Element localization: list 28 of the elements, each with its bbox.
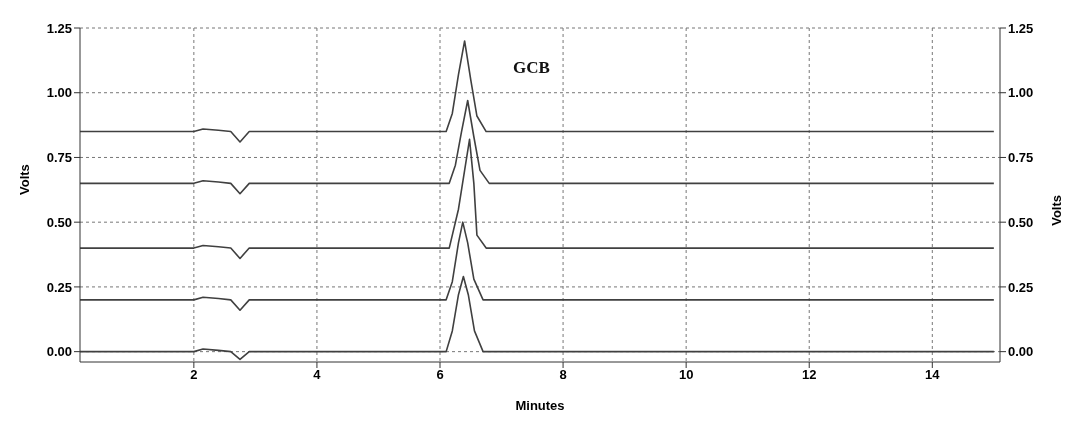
y-tick-label: 0.50 — [46, 214, 72, 230]
y-tick-label: 1.00 — [46, 85, 72, 101]
x-tick-label: 14 — [925, 367, 941, 383]
y2-tick-label: 0.00 — [1008, 344, 1034, 360]
y-tick-label: 0.25 — [46, 279, 72, 295]
x-tick-label: 8 — [559, 367, 567, 383]
annotation: GCB — [513, 58, 550, 78]
y2-tick-label: 0.25 — [1008, 279, 1034, 295]
y-axis-title: Volts — [16, 164, 32, 195]
x-axis-title: Minutes — [515, 398, 565, 413]
y2-axis-title: Volts — [1048, 195, 1064, 226]
x-tick-label: 2 — [190, 367, 198, 383]
y2-tick-label: 0.50 — [1008, 214, 1034, 230]
x-tick-label: 4 — [313, 367, 322, 383]
line-series — [80, 275, 995, 361]
y2-tick-label: 1.25 — [1008, 20, 1034, 36]
y-tick-label: 1.25 — [46, 20, 72, 36]
y2-tick-label: 0.75 — [1008, 150, 1034, 166]
line-series — [80, 138, 995, 260]
x-tick-label: 6 — [436, 367, 444, 383]
line-series — [80, 99, 995, 195]
y2-tick-label: 1.00 — [1008, 85, 1034, 101]
x-tick-label: 10 — [678, 367, 694, 383]
y-tick-label: 0.75 — [46, 150, 72, 166]
x-tick-label: 12 — [802, 367, 817, 383]
y-tick-label: 0.00 — [46, 344, 72, 360]
line-series — [80, 40, 995, 143]
line-series — [80, 221, 995, 312]
